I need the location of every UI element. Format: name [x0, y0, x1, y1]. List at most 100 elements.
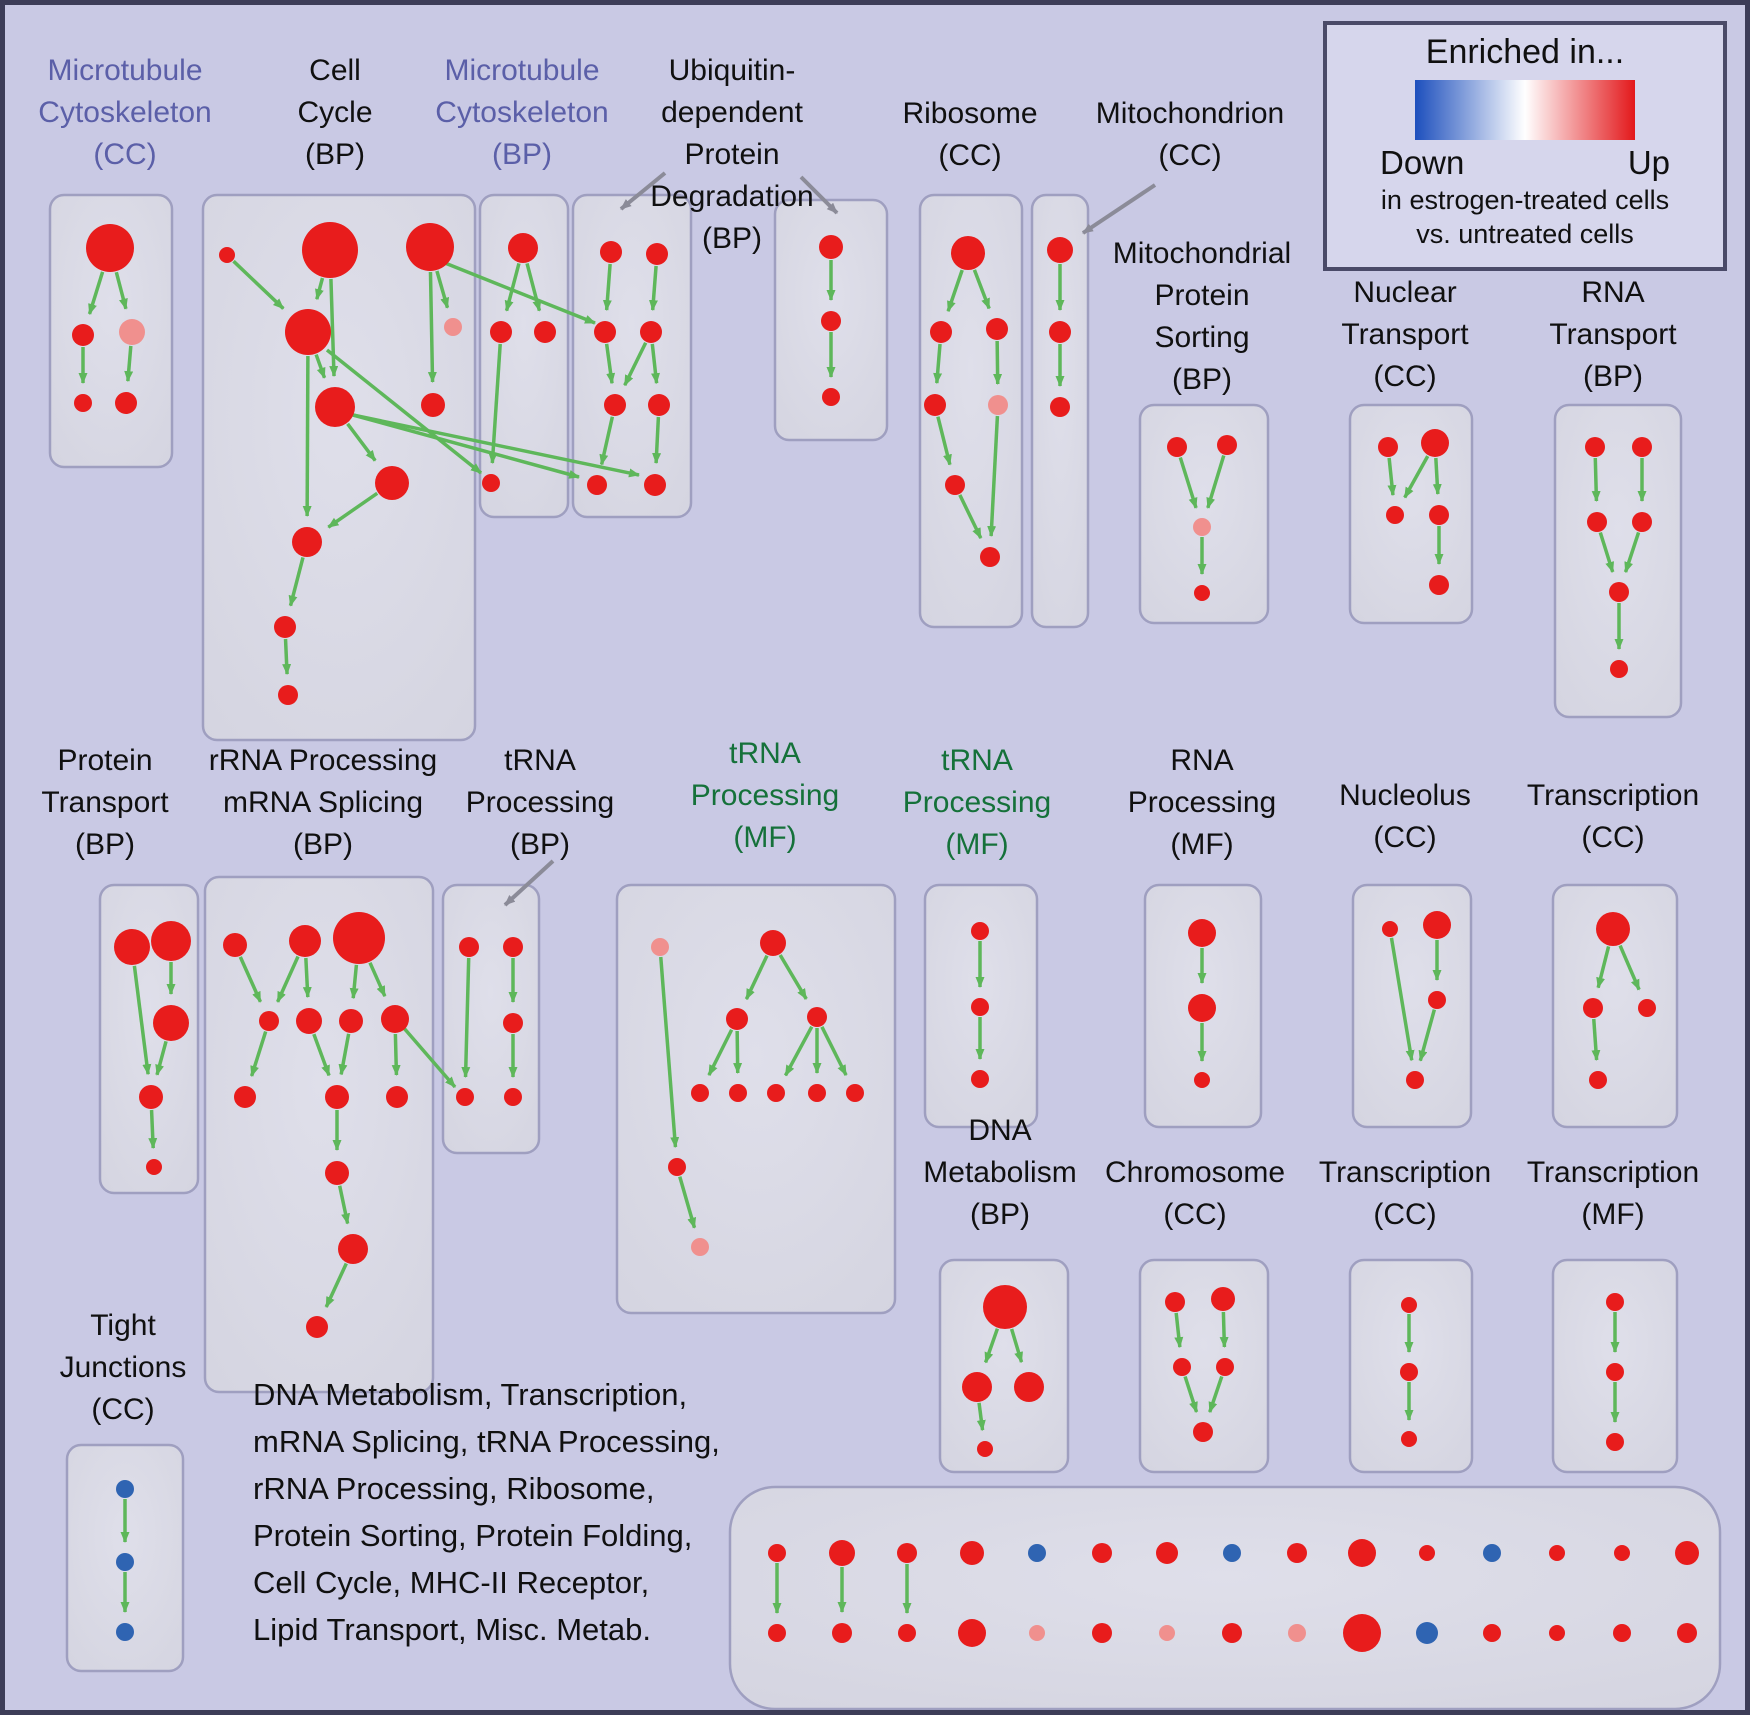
go-node-misc-categories	[1159, 1625, 1175, 1641]
legend-gradient-bar	[1415, 80, 1635, 140]
go-node-trna-processing-mf-1	[668, 1158, 686, 1176]
go-node-transcription-cc-2	[1400, 1363, 1418, 1381]
rrna-processing-mrna-splicing-bp-box	[203, 875, 435, 1394]
go-node-rrna-processing-mrna-splicing-bp	[325, 1085, 349, 1109]
go-node-chromosome-cc	[1165, 1292, 1185, 1312]
go-node-ubiquitin-degradation-bp-1	[587, 475, 607, 495]
edge-arrow	[288, 557, 305, 607]
go-node-mitochondrial-protein-sorting-bp	[1193, 518, 1211, 536]
edge-arrow	[346, 422, 377, 462]
go-node-microtubule-cytoskeleton-cc	[86, 224, 134, 272]
go-node-mitochondrion-cc	[1049, 321, 1071, 343]
go-node-dna-metabolism-bp	[983, 1285, 1027, 1329]
go-node-ubiquitin-degradation-bp-1	[594, 321, 616, 343]
go-node-transcription-cc-1	[1596, 912, 1630, 946]
edge-arrow	[132, 965, 152, 1076]
go-node-ribosome-cc	[945, 475, 965, 495]
go-node-rna-transport-bp	[1585, 437, 1605, 457]
group-label: Mitochondrion (CC)	[1096, 97, 1284, 172]
edge-arrow	[678, 1176, 697, 1229]
edge-arrow	[987, 415, 1000, 538]
go-node-mitochondrion-cc	[1047, 237, 1073, 263]
go-node-ribosome-cc	[951, 236, 985, 270]
group-label: Transcription (MF)	[1527, 1156, 1699, 1231]
edge-arrow	[427, 271, 437, 384]
go-node-trna-processing-bp	[504, 1088, 522, 1106]
go-node-protein-transport-bp	[151, 921, 191, 961]
go-node-rrna-processing-mrna-splicing-bp	[296, 1008, 322, 1034]
label-pointer-arrow	[1081, 183, 1157, 235]
go-node-trna-processing-mf-1	[767, 1084, 785, 1102]
go-node-misc-categories	[960, 1541, 984, 1565]
go-node-misc-categories	[1092, 1623, 1112, 1643]
go-node-transcription-mf	[1606, 1293, 1624, 1311]
edge-arrow	[249, 1030, 268, 1077]
go-node-trna-processing-mf-1	[760, 930, 786, 956]
edge-arrow	[314, 353, 327, 379]
cell-cycle-bp-box	[201, 193, 477, 742]
edge-arrow	[623, 341, 648, 387]
edge-arrow	[1403, 455, 1430, 499]
edge-arrow	[936, 416, 952, 466]
go-node-cell-cycle-bp	[278, 685, 298, 705]
go-node-nuclear-transport-cc	[1429, 505, 1449, 525]
go-node-chromosome-cc	[1193, 1422, 1213, 1442]
nuclear-transport-cc-box	[1348, 403, 1474, 625]
edge-arrow	[114, 271, 128, 310]
dna-metabolism-bp-box	[938, 1258, 1070, 1474]
group-label: Tight Junctions (CC)	[60, 1309, 187, 1426]
misc-categories-box	[728, 1485, 1722, 1710]
go-node-cell-cycle-bp	[315, 387, 355, 427]
go-node-misc-categories	[1223, 1544, 1241, 1562]
go-node-rna-transport-bp	[1610, 660, 1628, 678]
go-node-ubiquitin-degradation-bp-2	[821, 311, 841, 331]
go-node-microtubule-cytoskeleton-bp	[508, 233, 538, 263]
go-node-trna-processing-mf-1	[807, 1007, 827, 1027]
go-node-microtubule-cytoskeleton-bp	[490, 321, 512, 343]
edge-arrow	[338, 1033, 351, 1076]
cross-edge-arrow	[401, 1025, 457, 1089]
edge-arrow	[232, 259, 285, 310]
edge-arrow	[368, 961, 387, 998]
legend-subtitle-line1: in estrogen-treated cells	[1380, 185, 1670, 215]
edge-arrow	[504, 263, 521, 312]
go-node-chromosome-cc	[1216, 1358, 1234, 1376]
go-node-ribosome-cc	[988, 395, 1008, 415]
group-label: tRNA Processing (MF)	[903, 744, 1051, 861]
go-node-trna-processing-mf-1	[808, 1084, 826, 1102]
go-node-misc-categories	[1348, 1539, 1376, 1567]
go-node-rrna-processing-mrna-splicing-bp	[223, 933, 247, 957]
go-node-nuclear-transport-cc	[1429, 575, 1449, 595]
go-node-rrna-processing-mrna-splicing-bp	[381, 1005, 409, 1033]
go-node-tight-junctions-cc	[116, 1553, 134, 1571]
go-node-transcription-cc-1	[1583, 998, 1603, 1018]
go-node-nuclear-transport-cc	[1378, 437, 1398, 457]
go-node-misc-categories	[829, 1540, 855, 1566]
cross-edge-arrow	[444, 261, 596, 325]
go-node-trna-processing-mf-1	[846, 1084, 864, 1102]
go-node-ubiquitin-degradation-bp-1	[600, 241, 622, 263]
go-node-protein-transport-bp	[153, 1005, 189, 1041]
go-node-ribosome-cc	[930, 321, 952, 343]
group-label: rRNA Processing mRNA Splicing (BP)	[209, 744, 437, 861]
go-node-trna-processing-mf-2	[971, 998, 989, 1016]
edge-arrow	[958, 494, 983, 540]
go-node-trna-processing-mf-1	[691, 1084, 709, 1102]
edge-arrow	[302, 355, 312, 518]
edge-arrow	[1174, 1312, 1184, 1349]
go-node-trna-processing-mf-1	[691, 1238, 709, 1256]
go-node-ribosome-cc	[924, 394, 946, 416]
go-node-microtubule-cytoskeleton-cc	[72, 324, 94, 346]
go-node-protein-transport-bp	[114, 929, 150, 965]
edge-arrow	[1206, 455, 1226, 509]
go-node-trna-processing-bp	[503, 937, 523, 957]
go-node-cell-cycle-bp	[219, 247, 235, 263]
go-node-rrna-processing-mrna-splicing-bp	[338, 1234, 368, 1264]
edge-arrow	[1208, 1375, 1224, 1414]
edge-arrow	[650, 343, 660, 385]
edge-arrow	[1591, 1018, 1601, 1062]
go-node-misc-categories	[1549, 1625, 1565, 1641]
cross-edge-arrow	[352, 413, 640, 478]
group-label: Mitochondrial Protein Sorting (BP)	[1113, 237, 1291, 396]
